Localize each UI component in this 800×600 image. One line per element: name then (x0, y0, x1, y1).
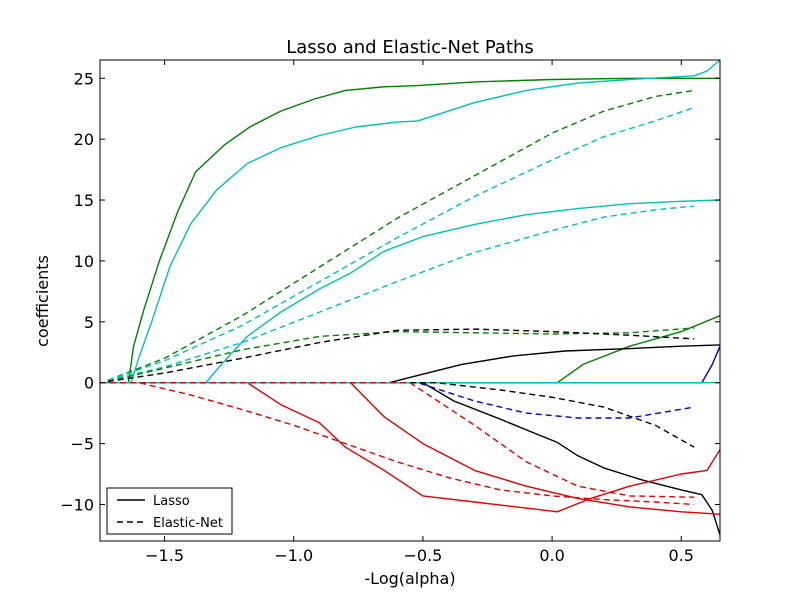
x-tick-label: −1.0 (274, 546, 313, 565)
lasso-path-black-6 (100, 382, 720, 536)
lasso-path-red-8 (100, 382, 720, 515)
lasso-path-cyan-2 (100, 199, 720, 384)
plot-area: −1.5 −1.0 −0.5 0.0 0.5 25 20 15 10 5 0 −5 −10 (60, 59, 721, 565)
elastic-net-path-blue-15 (100, 382, 695, 419)
elastic-net-path-black-14 (107, 328, 695, 383)
elastic-net-path-cyan-11 (107, 106, 695, 381)
lasso-path-green-0 (100, 77, 720, 384)
legend-box (106, 487, 233, 535)
elastic-net-path-green-10 (107, 89, 695, 381)
y-tick-label: 10 (74, 252, 94, 271)
x-tick-label: −1.5 (145, 546, 184, 565)
x-axis-label: -Log(alpha) (364, 569, 455, 588)
series-layer (100, 60, 720, 536)
axes-frame (99, 59, 721, 542)
elastic-net-path-black-16 (100, 382, 695, 448)
y-tick-label: 15 (74, 191, 94, 210)
elastic-net-path-red-17 (100, 382, 695, 506)
y-tick-label: −5 (70, 435, 94, 454)
lasso-path-cyan-1 (100, 60, 720, 384)
legend: Lasso Elastic-Net (106, 487, 233, 535)
y-tick-label: 20 (74, 130, 94, 149)
y-tick-label: 5 (84, 313, 94, 332)
lasso-path-red-7 (100, 382, 720, 513)
lasso-path-black-4 (100, 344, 720, 384)
y-tick-label: −10 (60, 495, 94, 514)
y-tick-label: 25 (74, 69, 94, 88)
x-tick-label: 0.0 (539, 546, 564, 565)
elastic-net-path-red-18 (100, 382, 695, 498)
legend-label-lasso: Lasso (153, 494, 190, 509)
chart-title: Lasso and Elastic-Net Paths (286, 37, 534, 58)
x-tick-label: 0.5 (669, 546, 694, 565)
y-tick-label: 0 (84, 374, 94, 393)
y-axis-label: coefficients (33, 255, 52, 347)
elastic-net-path-green-13 (107, 327, 695, 383)
x-tick-label: −0.5 (403, 546, 442, 565)
legend-label-elastic-net: Elastic-Net (153, 516, 223, 531)
